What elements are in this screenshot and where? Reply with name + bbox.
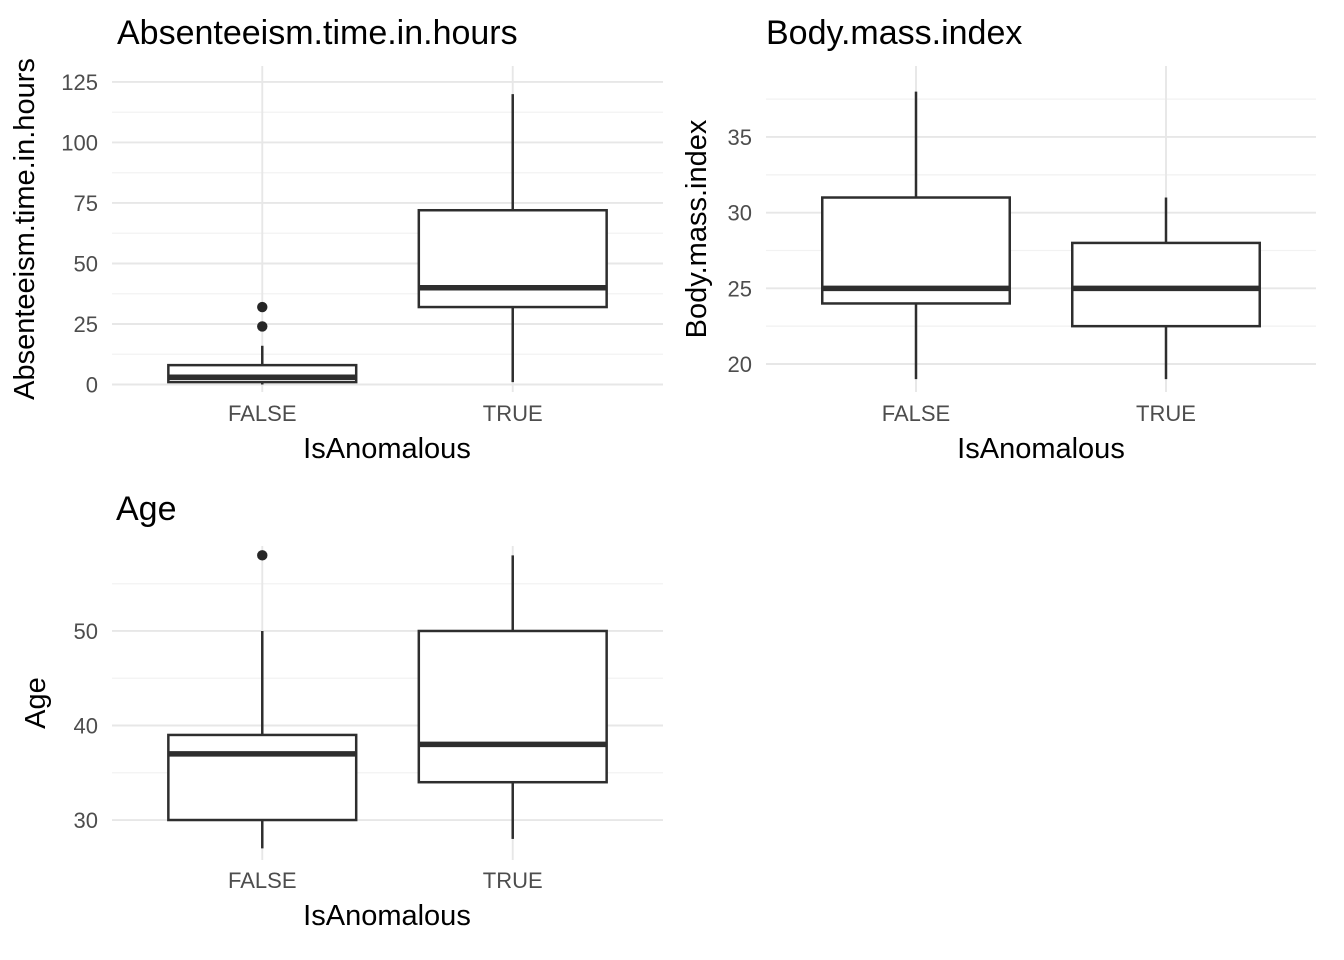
y-tick-label: 20 — [728, 352, 752, 377]
y-axis-title: Body.mass.index — [681, 119, 713, 338]
y-tick-label: 125 — [61, 70, 98, 95]
box — [417, 629, 608, 784]
y-axis-title: Absenteeism.time.in.hours — [9, 58, 41, 400]
chart-title: Age — [116, 490, 177, 528]
x-axis-title: IsAnomalous — [957, 433, 1125, 465]
x-tick-label: FALSE — [228, 868, 296, 893]
y-tick-label: 100 — [61, 130, 98, 155]
y-tick-label: 30 — [728, 201, 752, 226]
outlier-point — [257, 301, 268, 313]
plot-area: 20 25 30 35 FALSE TRUE — [728, 66, 1316, 426]
outlier-point — [257, 321, 268, 332]
panel-age: 30 40 50 FALSE TRUE Age Age IsAnomalous — [0, 480, 672, 960]
plot-area: 0 25 50 75 100 125 FALSE TRUE — [61, 66, 663, 426]
y-tick-label: 50 — [74, 251, 98, 276]
y-tick-label: 40 — [74, 713, 98, 738]
x-axis-title: IsAnomalous — [303, 900, 471, 932]
x-axis-title: IsAnomalous — [303, 433, 471, 465]
panel-body-mass-index: 20 25 30 35 FALSE TRUE Body.mass.index Body.m… — [672, 0, 1344, 480]
empty-cell — [672, 480, 1344, 960]
y-tick-label: 25 — [728, 276, 752, 301]
y-tick-label: 50 — [74, 619, 98, 644]
y-tick-label: 75 — [74, 191, 98, 216]
x-tick-label: FALSE — [882, 401, 950, 426]
outlier-point — [257, 550, 268, 561]
plot-area: 30 40 50 FALSE TRUE — [74, 546, 663, 893]
box — [1071, 241, 1261, 328]
chart-title: Absenteeism.time.in.hours — [117, 14, 518, 52]
panel-absenteeism-time: 0 25 50 75 100 125 FALSE TRUE Absenteeism.time.… — [0, 0, 672, 480]
box — [167, 733, 358, 822]
y-tick-label: 25 — [74, 312, 98, 337]
y-tick-label: 35 — [728, 125, 752, 150]
x-tick-label: TRUE — [1136, 401, 1196, 426]
box — [417, 208, 608, 309]
x-tick-label: FALSE — [228, 401, 296, 426]
x-tick-label: TRUE — [483, 401, 543, 426]
y-tick-label: 30 — [74, 808, 98, 833]
y-tick-label: 0 — [86, 372, 98, 397]
y-axis-title: Age — [20, 677, 52, 729]
x-tick-label: TRUE — [483, 868, 543, 893]
chart-title: Body.mass.index — [766, 14, 1022, 52]
